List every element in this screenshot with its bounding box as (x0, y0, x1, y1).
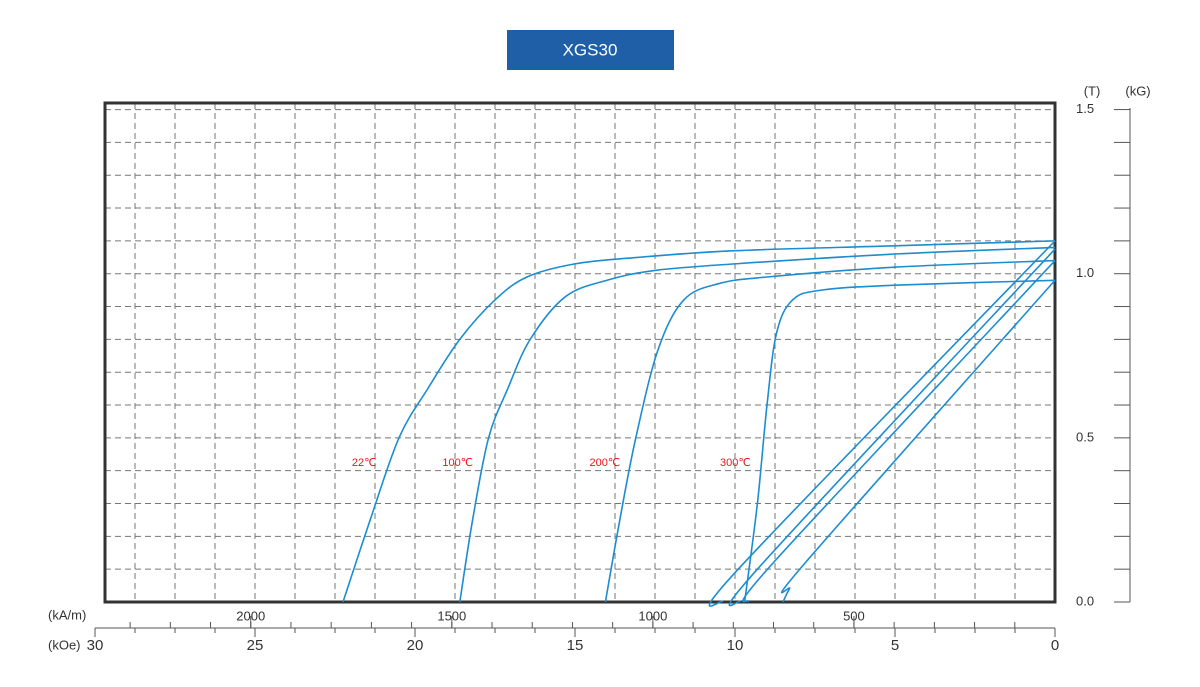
y-tick-label: 0.5 (1076, 429, 1094, 444)
x-tick-label: 25 (247, 637, 264, 654)
curve-label: 22℃ (352, 457, 377, 469)
curve (604, 259, 1056, 603)
x2-tick-label: 1500 (437, 608, 466, 623)
x2-axis-unit: (kA/m) (48, 607, 86, 622)
y-tick-label: 1.0 (1076, 265, 1094, 280)
x2-tick-label: 1000 (638, 608, 667, 623)
x-axis-unit: (kOe) (48, 637, 81, 652)
x-tick-label: 10 (727, 637, 744, 654)
x-tick-label: 0 (1051, 637, 1059, 654)
y-tick-label: 0.0 (1076, 593, 1094, 608)
x-tick-label: 20 (407, 637, 424, 654)
plot-frame (103, 101, 1057, 604)
x-tick-label: 15 (567, 637, 584, 654)
chart-title: XGS30 (563, 40, 618, 59)
y-axis-unit: (T) (1084, 83, 1101, 98)
curve (780, 279, 1056, 603)
curve-label: 100℃ (442, 457, 473, 469)
curve-label: 300℃ (720, 457, 751, 469)
x-tick-label: 30 (87, 637, 104, 654)
curve (342, 240, 1056, 603)
curve (708, 240, 1056, 607)
curve (728, 248, 1056, 607)
x2-tick-label: 500 (843, 608, 865, 623)
x-tick-label: 5 (891, 637, 899, 654)
curve (742, 260, 1056, 603)
curve (743, 279, 1056, 603)
curve-label: 200℃ (590, 457, 621, 469)
y-tick-label: 1.5 (1076, 101, 1094, 116)
y2-axis-unit: (kG) (1125, 83, 1150, 98)
curve (459, 246, 1056, 603)
title-box (507, 30, 674, 70)
x2-tick-label: 2000 (236, 608, 265, 623)
